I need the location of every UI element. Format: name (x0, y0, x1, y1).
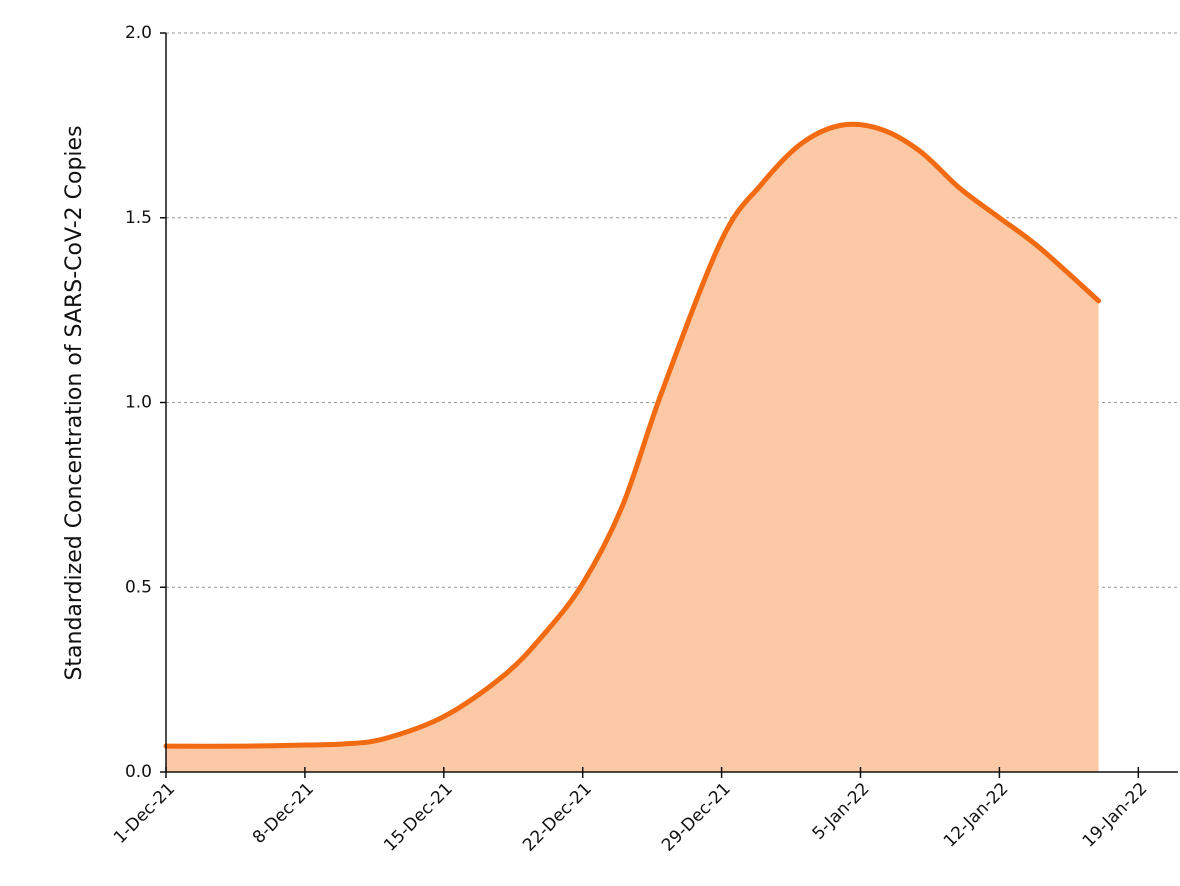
y-axis-label: Standardized Concentration of SARS-CoV-2… (62, 125, 87, 680)
y-tick-label: 1.0 (125, 393, 152, 413)
y-tick-label: 0.0 (125, 762, 152, 782)
x-tick-label: 29-Dec-21 (658, 779, 735, 856)
y-tick-label: 0.5 (125, 577, 152, 597)
area-fill (166, 124, 1099, 773)
x-tick-label: 19-Jan-22 (1079, 779, 1152, 852)
x-tick-label: 5-Jan-22 (809, 779, 874, 844)
line (163, 121, 1102, 749)
y-tick-label: 1.5 (125, 208, 152, 228)
x-tick-label: 1-Dec-21 (110, 779, 179, 848)
y-tick-label: 2.0 (125, 23, 152, 43)
x-tick-label: 8-Dec-21 (249, 779, 318, 848)
x-tick-label: 22-Dec-21 (519, 779, 596, 856)
x-tick-label: 12-Jan-22 (940, 779, 1013, 852)
x-tick-label: 15-Dec-21 (380, 779, 457, 856)
